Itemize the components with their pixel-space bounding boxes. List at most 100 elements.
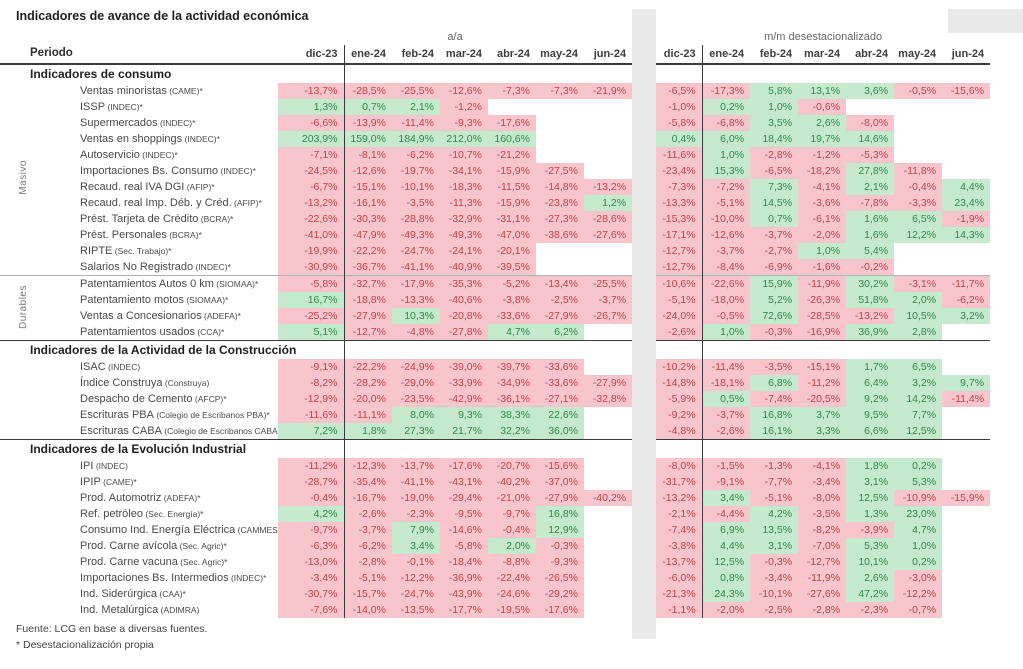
value-cell: 3,1% <box>750 538 799 554</box>
value-cell: 5,3% <box>846 538 895 554</box>
indicator-row: Despacho de Cemento (AFCP)* -12,9% -20,0% -… <box>0 391 991 407</box>
value-cell: -12,6% <box>702 227 751 243</box>
value-cell: -5,1% <box>344 570 392 586</box>
value-cell <box>942 586 990 602</box>
value-cell: -3,7% <box>702 407 751 423</box>
value-cell: 2,6% <box>846 570 895 586</box>
value-cell: -11,6% <box>656 147 703 163</box>
indicator-name: ISSP (INDEC)* <box>48 99 278 115</box>
value-cell <box>584 359 632 375</box>
indicator-row: Ind. Siderúrgica (CAA)* -30,7% -15,7% -24,7… <box>0 586 990 602</box>
indicator-label: RIPTE <box>80 244 113 257</box>
value-cell: -8,2% <box>278 375 345 391</box>
indicator-label: Consumo Ind. Energía Eléctrica <box>80 523 236 536</box>
indicator-source: (INDEC) <box>105 361 141 372</box>
column-group-mm: m/m desestacionalizado <box>764 30 883 43</box>
value-cell: -36,7% <box>344 259 392 276</box>
column-header: abr-24 <box>488 45 536 65</box>
empty-cell <box>942 340 991 359</box>
value-cell: 5,2% <box>750 292 799 308</box>
value-cell: -18,2% <box>798 163 847 179</box>
page-title: Indicadores de avance de la actividad ec… <box>16 9 309 23</box>
corner-band <box>948 9 1023 33</box>
value-cell: -20,8% <box>440 308 488 324</box>
empty-cell <box>798 63 847 83</box>
value-cell <box>584 407 632 423</box>
empty-cell <box>392 63 440 83</box>
value-cell <box>942 243 990 259</box>
value-cell: -30,3% <box>344 211 392 227</box>
value-cell: -13,5% <box>392 602 440 618</box>
value-cell <box>584 458 632 474</box>
group-divider <box>632 522 656 538</box>
group-divider <box>632 538 656 554</box>
value-cell: -39,0% <box>440 359 488 375</box>
value-cell: -2,6% <box>656 324 703 341</box>
value-cell: 10,5% <box>894 308 943 324</box>
value-cell: 6,5% <box>894 359 943 375</box>
value-cell: -1,2% <box>798 147 847 163</box>
value-cell: 203,9% <box>278 131 345 147</box>
indicator-name: Prést. Personales (BCRA)* <box>48 227 278 243</box>
value-cell: -15,1% <box>344 179 392 195</box>
value-cell: -24,7% <box>392 586 440 602</box>
value-cell: 1,3% <box>278 99 345 115</box>
indicator-name: Escrituras PBA (Colegio de Escribanos PB… <box>48 407 278 423</box>
indicator-source: (CAMMESA)* <box>237 524 278 535</box>
empty-cell <box>440 340 488 359</box>
value-cell: -15,9% <box>488 195 536 211</box>
value-cell: -27,9% <box>344 308 392 324</box>
value-cell: -5,8% <box>656 115 703 131</box>
value-cell: -3,5% <box>750 359 799 375</box>
value-cell: 1,6% <box>846 211 895 227</box>
indicator-label: Ref. petróleo <box>80 507 143 520</box>
column-header: dic-23 <box>656 45 703 65</box>
value-cell: 38,3% <box>488 407 536 423</box>
value-cell: -17,6% <box>488 115 536 131</box>
value-cell <box>584 163 632 179</box>
indicator-source: (AFCP)* <box>192 393 227 404</box>
indicator-name: Ind. Metalúrgica (ADIMRA) <box>48 602 278 618</box>
empty-cell <box>702 439 751 458</box>
value-cell <box>894 115 942 131</box>
indicator-row: Prést. Tarjeta de Crédito (BCRA)* -22,6% -… <box>0 211 991 227</box>
value-cell: 0,4% <box>656 131 703 147</box>
indicator-row: Prést. Personales (BCRA)* -41,0% -47,9% -49… <box>0 227 991 243</box>
group-label-text: Durables <box>18 284 29 329</box>
value-cell: 16,7% <box>278 292 345 308</box>
value-cell: 2,1% <box>392 99 440 115</box>
value-cell: -10,0% <box>702 211 751 227</box>
value-cell: -25,5% <box>392 83 440 99</box>
indicator-row: Durables Patentamientos Autos 0 km (SIOMA… <box>0 275 991 341</box>
value-cell: -34,1% <box>440 163 488 179</box>
value-cell: -3,0% <box>894 570 943 586</box>
value-cell: -5,1% <box>702 195 751 211</box>
value-cell: 6,5% <box>894 211 943 227</box>
value-cell: 0,7% <box>344 99 392 115</box>
value-cell <box>942 407 990 423</box>
value-cell: -17,9% <box>392 275 440 292</box>
group-divider <box>632 243 656 259</box>
value-cell: -0,3% <box>536 538 584 554</box>
value-cell: 10,3% <box>392 308 440 324</box>
value-cell: 3,2% <box>894 375 943 391</box>
column-header: jun-24 <box>584 45 633 65</box>
indicator-row: Ref. petróleo (Sec. Energía)* 4,2% -2,6% -2… <box>0 506 990 522</box>
empty-cell <box>846 439 895 458</box>
value-cell: -27,1% <box>536 391 584 407</box>
value-cell: -5,9% <box>656 391 703 407</box>
value-cell: -18,4% <box>440 554 488 570</box>
indicator-source: (INDEC)* <box>218 165 256 176</box>
indicator-label: Ventas en shoppings <box>80 132 183 145</box>
value-cell <box>846 99 894 115</box>
value-cell: 4,7% <box>894 522 943 538</box>
column-header: jun-24 <box>942 45 991 65</box>
indicator-label: Despacho de Cemento <box>80 392 193 405</box>
value-cell: -3,6% <box>798 195 847 211</box>
indicator-label: Prést. Tarjeta de Crédito <box>80 212 199 225</box>
value-cell: -12,6% <box>440 83 488 99</box>
value-cell: -3,7% <box>344 522 392 538</box>
value-cell: -19,9% <box>278 243 345 259</box>
group-divider <box>632 490 656 506</box>
indicator-name: Escrituras CABA (Colegio de Escribanos C… <box>48 423 278 440</box>
